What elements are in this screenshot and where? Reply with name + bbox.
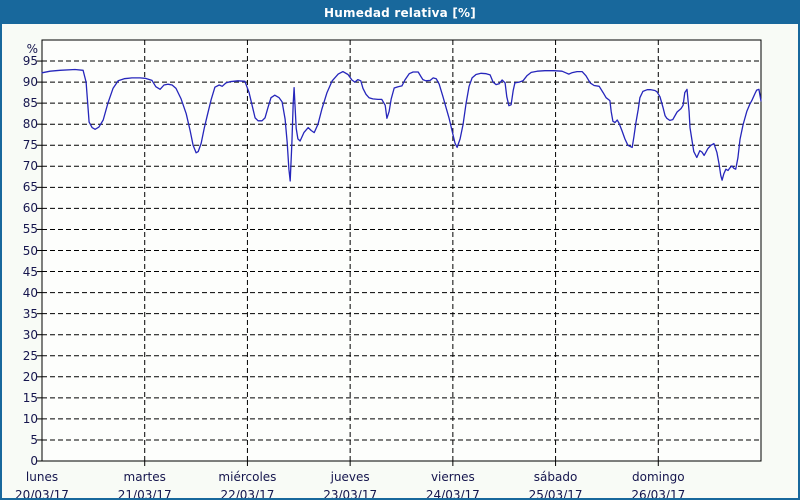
plot-border [41,39,762,462]
x-date-label: 20/03/17 [15,488,69,500]
x-date-label: 25/03/17 [528,488,583,500]
y-tick-label: 65 [22,180,38,195]
y-tick-label: 95 [22,54,38,69]
y-tick-label: 60 [22,201,38,216]
y-tick-label: 45 [22,264,38,279]
y-tick-label: 15 [22,390,38,405]
x-day-label: sábado [533,470,578,484]
y-tick-label: 70 [22,159,38,174]
y-tick-label: 55 [22,222,38,237]
y-tick-label: 0 [30,454,38,468]
plot-svg [37,39,762,466]
title-bar: Humedad relativa [%] [2,2,798,24]
x-day-label: lunes [25,470,59,484]
y-tick-label: 10 [22,411,38,426]
x-date-label: 21/03/17 [117,488,172,500]
x-date-label: 22/03/17 [220,488,275,500]
x-day-label: miércoles [218,470,277,484]
chart-area: % 0 5 10 15 20 25 30 35 40 45 50 55 60 65 70 75 80 85 90 95 … [2,24,798,498]
x-date-label: 23/03/17 [323,488,378,500]
y-tick-label: 85 [22,96,38,111]
y-tick-label: 20 [22,369,38,384]
y-tick-label: 30 [22,327,38,342]
humidity-line [41,68,762,182]
y-tick-label: 75 [22,138,38,153]
chart-title: Humedad relativa [%] [324,6,476,20]
y-tick-label: 35 [22,306,38,321]
x-day-label: jueves [330,470,370,484]
x-day-label: domingo [632,470,685,484]
y-axis-unit: % [26,42,38,56]
y-tick-label: 40 [22,285,38,300]
y-tick-label: 90 [22,75,38,90]
y-tick-label: 5 [30,432,38,447]
y-tick-label: 80 [22,117,38,132]
x-date-label: 26/03/17 [631,488,686,500]
y-tick-label: 50 [22,243,38,258]
x-day-label: viernes [430,470,475,484]
y-tick-label: 25 [22,348,38,363]
x-date-label: 24/03/17 [425,488,480,500]
x-day-label: martes [123,470,166,484]
